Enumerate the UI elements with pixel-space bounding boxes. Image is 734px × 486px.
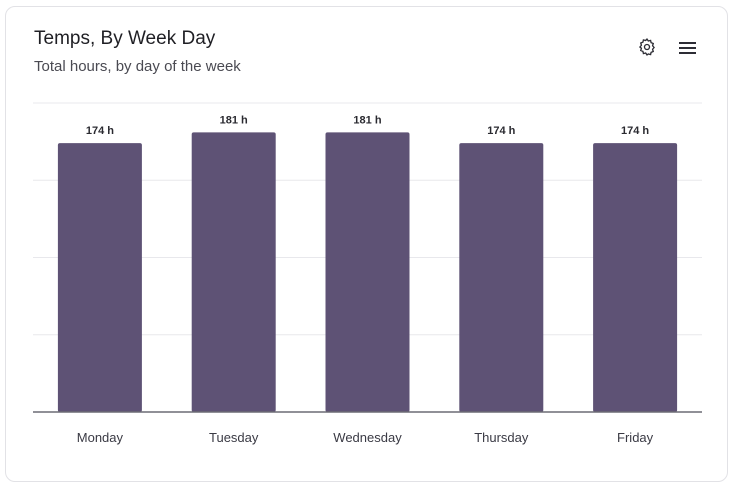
bar-friday	[593, 143, 678, 413]
hamburger-menu-icon[interactable]	[678, 40, 697, 61]
x-tick-label: Monday	[77, 430, 124, 445]
data-label: 174 h	[86, 125, 114, 137]
data-label: 174 h	[621, 125, 649, 137]
x-tick-label: Friday	[617, 430, 654, 445]
bar-thursday	[459, 143, 544, 413]
chart-title: Temps, By Week Day	[34, 28, 216, 49]
bar-monday	[57, 143, 142, 413]
data-label: 174 h	[487, 125, 515, 137]
x-tick-label: Tuesday	[209, 430, 259, 445]
chart-subtitle: Total hours, by day of the week	[34, 58, 241, 75]
x-tick-label: Thursday	[474, 430, 529, 445]
gear-icon[interactable]	[637, 37, 657, 62]
data-label: 181 h	[220, 114, 248, 126]
data-label: 181 h	[353, 114, 381, 126]
bar-tuesday	[191, 132, 276, 413]
x-tick-label: Wednesday	[333, 430, 402, 445]
bar-wednesday	[325, 132, 410, 413]
